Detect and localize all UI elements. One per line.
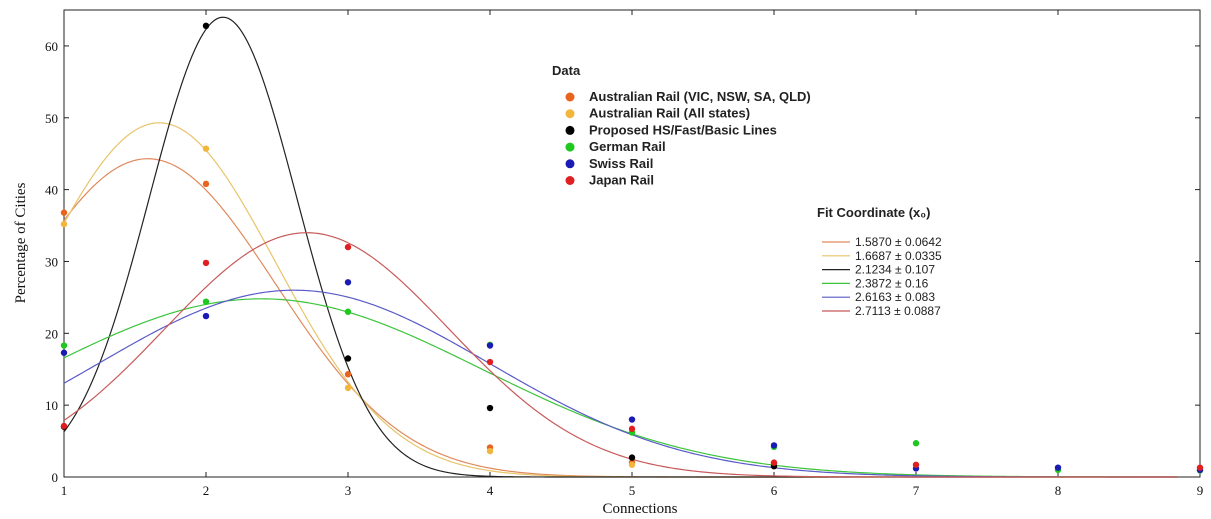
data-point-series-1 <box>60 220 68 228</box>
plot-frame <box>63 9 1201 478</box>
data-point-series-5 <box>770 459 778 466</box>
data-point-series-0 <box>202 180 210 188</box>
x-tick-label: 8 <box>1055 483 1062 498</box>
data-point-series-3 <box>344 308 352 315</box>
fit-curves <box>63 16 1178 478</box>
data-point-series-4 <box>770 442 778 449</box>
data-point-series-2 <box>486 404 494 412</box>
legend-marker <box>565 92 575 102</box>
x-tick-label: 1 <box>61 483 68 498</box>
legend-title: Data <box>552 63 581 78</box>
y-tick-label: 50 <box>45 111 58 126</box>
fit-legend-label: 2.7113 ± 0.0887 <box>855 304 941 318</box>
x-tick-label: 9 <box>1197 483 1204 498</box>
data-points <box>60 22 1204 474</box>
y-tick-label: 30 <box>45 254 58 269</box>
data-point-series-4 <box>486 342 494 349</box>
legend-label: German Rail <box>589 139 666 154</box>
legend-marker <box>565 159 575 169</box>
data-point-series-0 <box>344 371 352 378</box>
fit-legend-label: 2.1234 ± 0.107 <box>855 263 935 277</box>
legend-marker <box>565 142 575 152</box>
legend-marker <box>565 109 575 119</box>
x-tick-label: 2 <box>203 483 210 498</box>
data-point-series-2 <box>344 355 352 362</box>
data-point-series-1 <box>202 145 210 152</box>
fit-legend-label: 2.3872 ± 0.16 <box>855 276 929 290</box>
x-tick-label: 5 <box>629 483 636 498</box>
x-tick-label: 4 <box>487 483 494 498</box>
fit-legend-label: 1.6687 ± 0.0335 <box>855 249 942 263</box>
data-point-series-2 <box>628 454 636 461</box>
data-point-series-3 <box>912 440 920 447</box>
data-point-series-4 <box>202 312 210 320</box>
legend-label: Swiss Rail <box>589 156 653 171</box>
legend-label: Australian Rail (VIC, NSW, SA, QLD) <box>589 89 811 104</box>
fit-legend-title: Fit Coordinate (x₀) <box>817 205 930 220</box>
fit-curve-3 <box>63 298 1178 478</box>
legend: Data Australian Rail (VIC, NSW, SA, QLD)… <box>552 63 811 188</box>
data-point-series-0 <box>60 209 68 216</box>
legend-marker <box>565 176 575 185</box>
x-axis-title: Connections <box>603 501 678 517</box>
fit-curve-5 <box>63 232 1178 478</box>
data-point-series-5 <box>486 358 494 366</box>
data-point-series-2 <box>202 22 210 30</box>
y-tick-label: 10 <box>45 398 58 413</box>
legend-label: Australian Rail (All states) <box>589 106 750 121</box>
data-point-series-5 <box>1196 464 1204 471</box>
data-point-series-1 <box>628 461 636 468</box>
y-tick-label: 20 <box>45 326 58 341</box>
fit-curve-0 <box>63 158 1178 478</box>
data-point-series-1 <box>344 384 352 392</box>
axis-ticks: 1 2 3 4 5 6 7 8 9 0 10 20 30 40 50 60 <box>45 10 1203 498</box>
fit-curve-4 <box>63 289 1178 478</box>
y-tick-label: 40 <box>45 183 58 198</box>
x-tick-label: 6 <box>771 483 778 498</box>
y-axis-title: Percentage of Cities <box>13 182 29 303</box>
data-point-series-3 <box>202 298 210 305</box>
fit-curve-2 <box>63 16 1178 478</box>
data-point-series-5 <box>202 259 210 267</box>
data-point-series-4 <box>1054 464 1062 471</box>
fit-legend-label: 2.6163 ± 0.083 <box>855 290 935 304</box>
y-tick-label: 60 <box>45 39 58 54</box>
legend-label: Japan Rail <box>589 173 654 188</box>
data-point-series-5 <box>344 243 352 251</box>
data-point-series-4 <box>628 416 636 423</box>
fit-legend-label: 1.5870 ± 0.0642 <box>855 235 942 249</box>
data-point-series-5 <box>628 425 636 433</box>
data-point-series-3 <box>60 342 68 349</box>
fit-legend: Fit Coordinate (x₀) 1.5870 ± 0.06421.668… <box>817 205 942 318</box>
legend-marker <box>565 125 575 135</box>
x-tick-label: 7 <box>913 483 920 498</box>
y-tick-label: 0 <box>52 470 59 485</box>
data-point-series-5 <box>912 461 920 468</box>
data-point-series-5 <box>60 422 68 430</box>
data-point-series-1 <box>486 447 494 455</box>
data-point-series-4 <box>60 349 68 356</box>
legend-label: Proposed HS/Fast/Basic Lines <box>589 122 777 137</box>
x-tick-label: 3 <box>345 483 352 498</box>
data-point-series-4 <box>344 279 352 286</box>
